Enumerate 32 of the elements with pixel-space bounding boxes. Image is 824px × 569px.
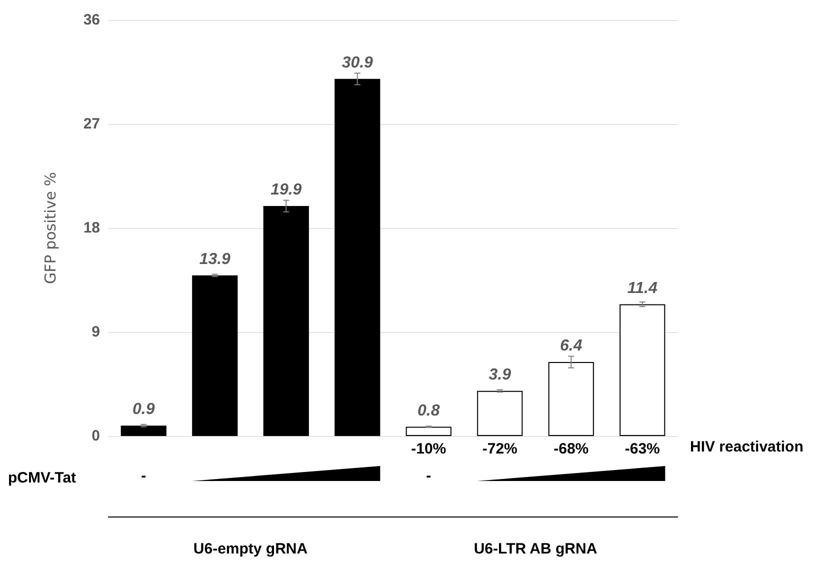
- data-label: 30.9: [342, 54, 374, 72]
- y-tick-label: 27: [83, 116, 100, 132]
- text: -63%: [624, 440, 660, 458]
- y-tick-label: 0: [92, 428, 100, 444]
- text: -: [426, 468, 432, 484]
- bar: [263, 206, 309, 436]
- data-label: 6.4: [560, 338, 582, 355]
- y-axis-title: GFP positive %: [42, 172, 60, 284]
- y-tick-label: 9: [92, 324, 100, 340]
- y-tick-label: 36: [83, 12, 100, 28]
- bar: [120, 426, 166, 436]
- text: -72%: [482, 440, 518, 458]
- data-label: 0.9: [132, 401, 155, 418]
- text: U6-LTR AB gRNA: [474, 540, 598, 558]
- bar: [192, 275, 238, 436]
- bar: [620, 304, 666, 436]
- data-label: 0.8: [418, 402, 440, 420]
- bar: [548, 362, 594, 436]
- text: U6-empty gRNA: [193, 540, 308, 558]
- bar: [334, 78, 380, 436]
- text: pCMV-Tat: [8, 470, 76, 486]
- data-label: 19.9: [270, 182, 302, 199]
- y-tick-label: 18: [83, 220, 100, 236]
- bar: [406, 426, 452, 436]
- text: -10%: [411, 440, 446, 458]
- text: -: [141, 468, 146, 484]
- data-label: 13.9: [199, 250, 231, 268]
- data-label: 11.4: [627, 280, 658, 297]
- text: HIV reactivation: [690, 438, 804, 456]
- text: -68%: [554, 440, 589, 458]
- bar: [477, 390, 523, 436]
- data-label: 3.9: [488, 366, 512, 384]
